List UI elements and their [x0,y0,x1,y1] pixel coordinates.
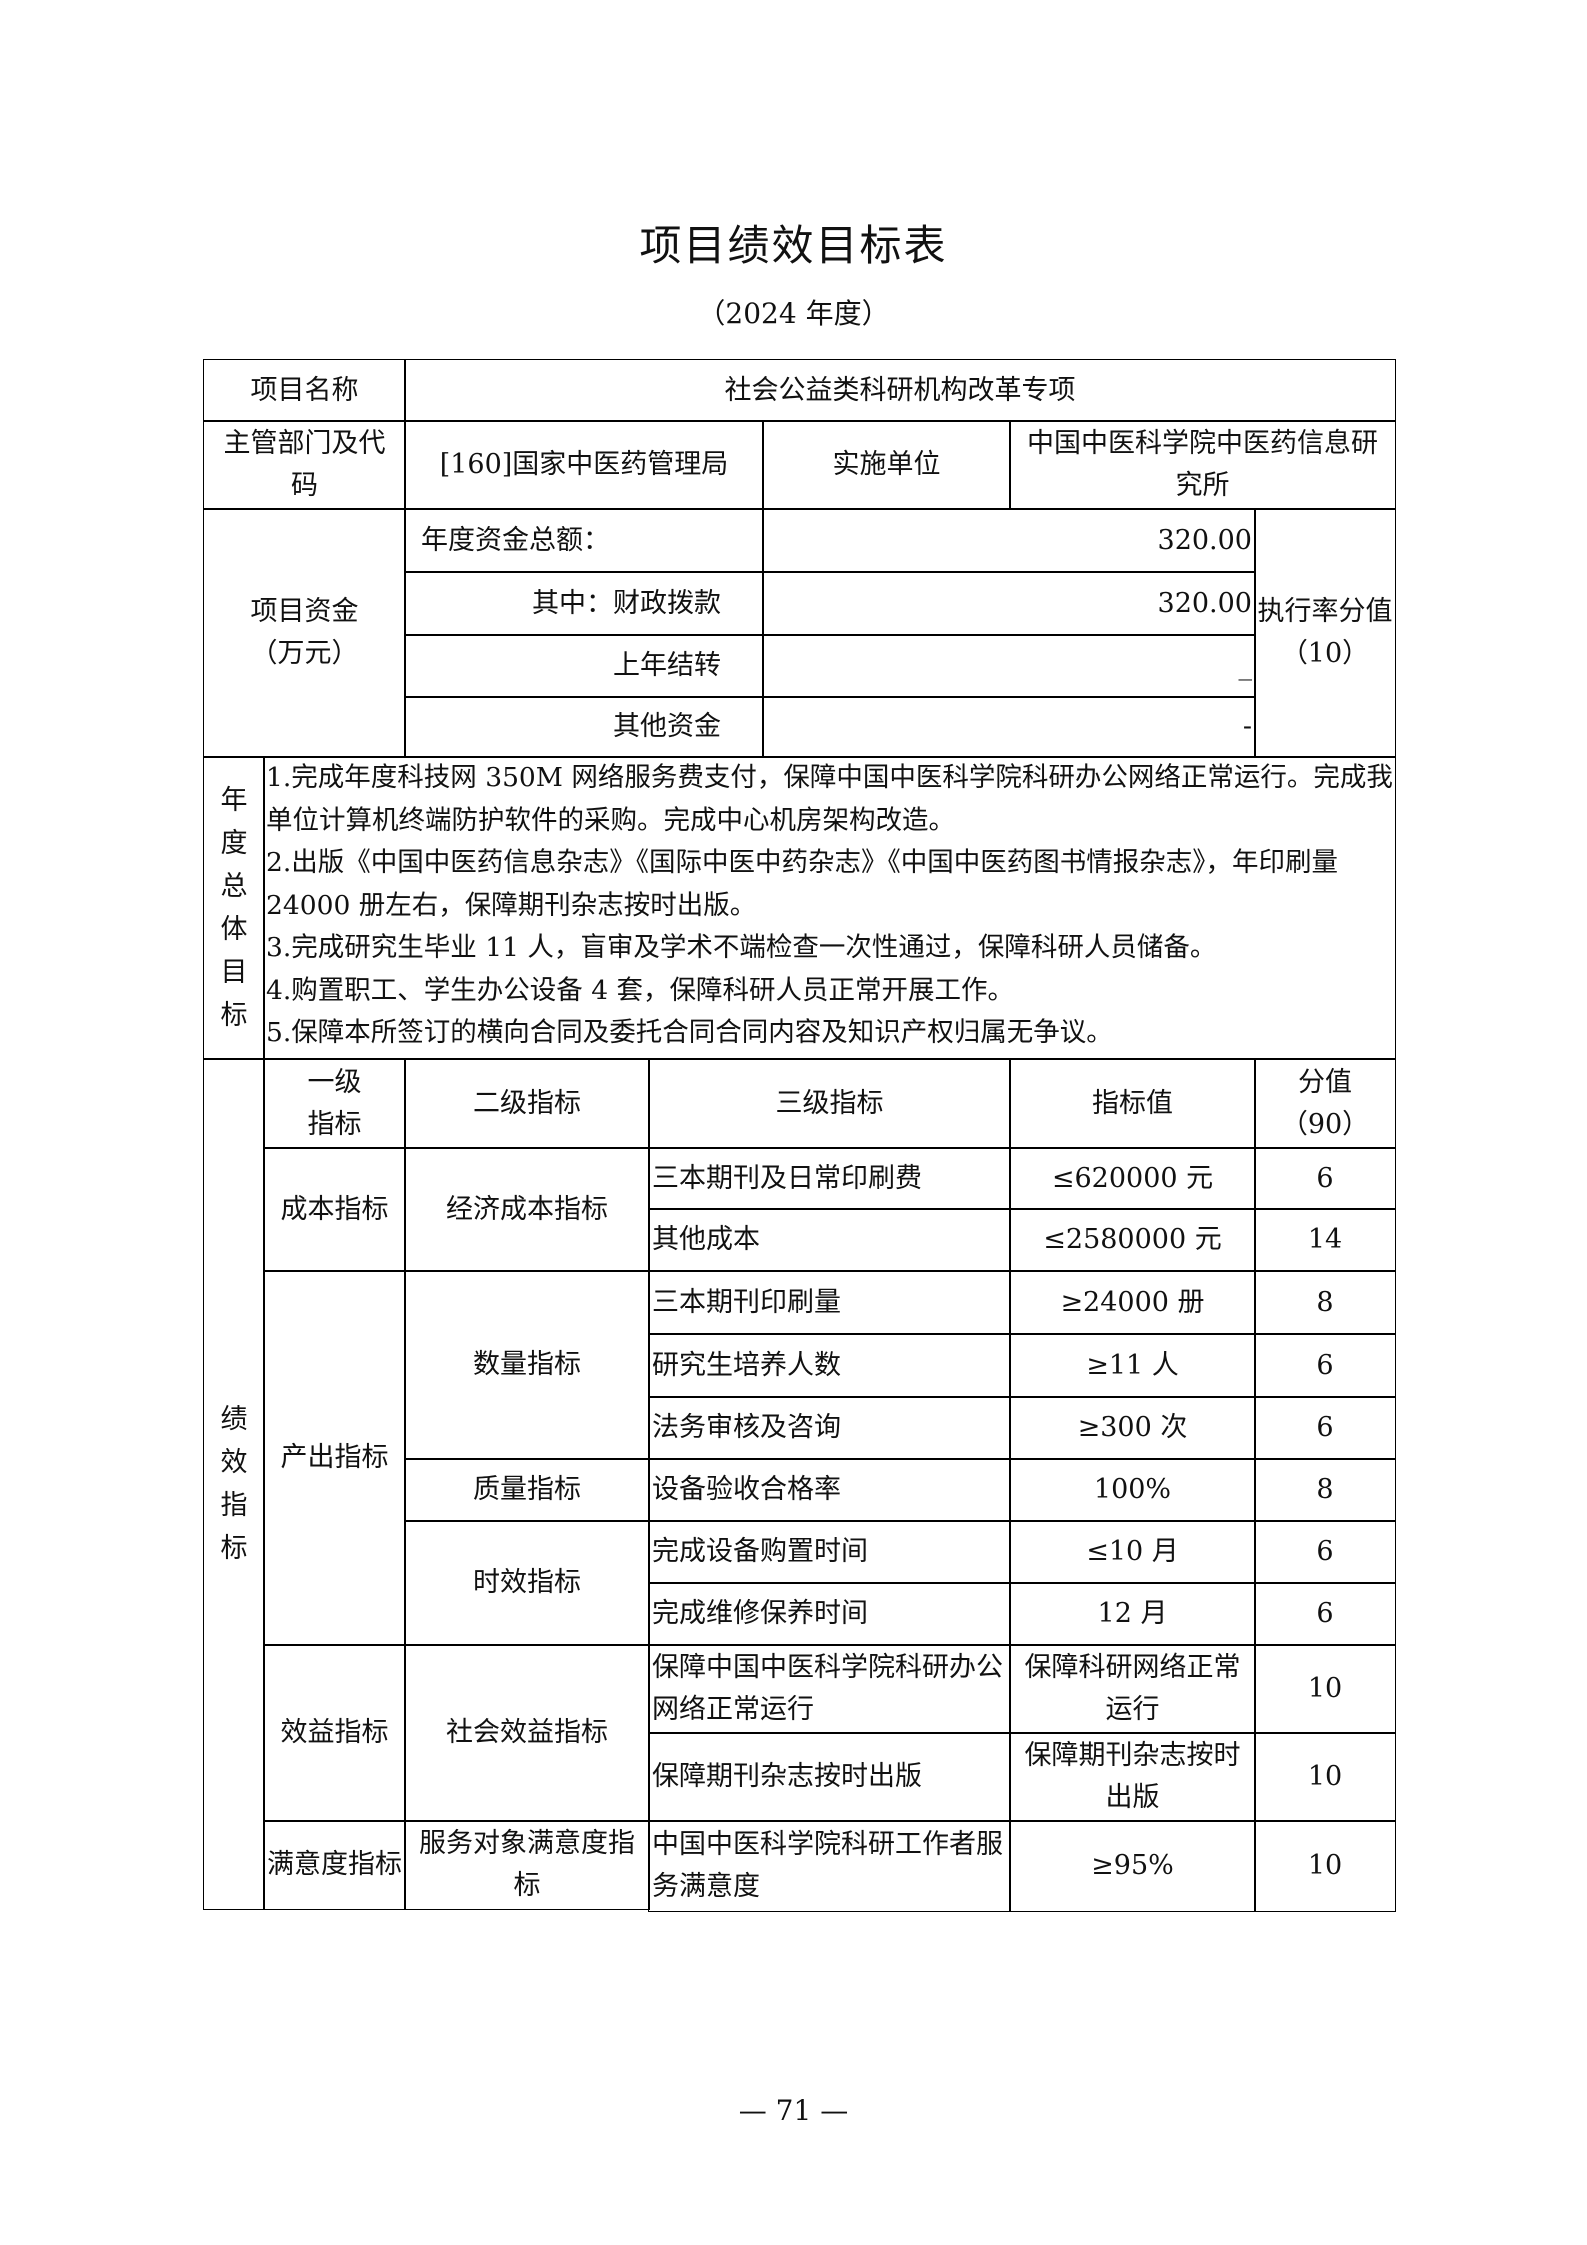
goals-label: 年度总体目标 [203,756,265,1060]
indicator-name: 研究生培养人数 [648,1333,1011,1398]
level2-social-benefit: 社会效益指标 [404,1644,650,1822]
indicator-score: 6 [1254,1333,1396,1398]
level1-cost: 成本指标 [263,1147,406,1272]
funds-row-value: _ [762,634,1256,698]
impl-label: 实施单位 [762,420,1011,510]
header-value: 指标值 [1009,1058,1256,1149]
level2-service-satisfaction: 服务对象满意度指标 [404,1820,650,1910]
indicator-score: 6 [1254,1582,1396,1646]
funds-row-value: - [762,696,1256,758]
indicator-value: ≤10 月 [1009,1520,1256,1584]
indicator-value: ≤620000 元 [1009,1147,1256,1210]
header-score: 分值（90） [1254,1058,1396,1149]
indicator-score: 6 [1254,1147,1396,1210]
indicator-name: 保障中国中医科学院科研办公网络正常运行 [648,1644,1011,1734]
indicator-value: ≥300 次 [1009,1396,1256,1460]
indicator-score: 10 [1254,1732,1396,1822]
goal-item: 3.完成研究生毕业 11 人，盲审及学术不端检查一次性通过，保障科研人员储备。 [266,932,1217,963]
indicator-name: 保障期刊杂志按时出版 [648,1732,1011,1822]
indicator-name: 设备验收合格率 [648,1458,1011,1522]
indicator-score: 6 [1254,1396,1396,1460]
indicator-value: 12 月 [1009,1582,1256,1646]
level1-benefit: 效益指标 [263,1644,406,1822]
indicator-value: ≤2580000 元 [1009,1208,1256,1272]
goal-item: 5.保障本所签订的横向合同及委托合同合同内容及知识产权归属无争议。 [266,1017,1113,1048]
perf-label: 绩效指标 [203,1058,265,1910]
indicator-name: 中国中医科学院科研工作者服务满意度 [648,1820,1011,1912]
indicator-name: 法务审核及咨询 [648,1396,1011,1460]
indicator-score: 8 [1254,1270,1396,1335]
goal-item: 1.完成年度科技网 350M 网络服务费支付，保障中国中医科学院科研办公网络正常… [266,762,1393,836]
funds-row-label: 年度资金总额： [404,508,764,573]
indicator-name: 完成设备购置时间 [648,1520,1011,1584]
indicator-value: ≥11 人 [1009,1333,1256,1398]
dept-label: 主管部门及代码 [203,420,406,510]
funds-row-label: 其他资金 [404,696,764,758]
funds-row-label: 上年结转 [404,634,764,698]
indicator-value: 保障期刊杂志按时出版 [1009,1732,1256,1822]
indicator-score: 14 [1254,1208,1396,1272]
indicator-value: 保障科研网络正常运行 [1009,1644,1256,1734]
dept-value: [160]国家中医药管理局 [404,420,764,510]
page-number: — 71 — [738,2094,849,2127]
funds-row-label: 其中：财政拨款 [404,571,764,636]
indicator-score: 8 [1254,1458,1396,1522]
goal-item: 4.购置职工、学生办公设备 4 套，保障科研人员正常开展工作。 [266,974,1014,1006]
impl-value: 中国中医科学院中医药信息研究所 [1009,420,1396,510]
goals-content: 1.完成年度科技网 350M 网络服务费支付，保障中国中医科学院科研办公网络正常… [263,756,1396,1060]
funds-label: 项目资金（万元） [203,508,406,758]
indicator-name: 完成维修保养时间 [648,1582,1011,1646]
indicator-score: 10 [1254,1820,1396,1912]
indicator-name: 三本期刊及日常印刷费 [648,1147,1011,1210]
indicator-value: ≥24000 册 [1009,1270,1256,1335]
page-subtitle: （2024 年度） [697,297,890,330]
goal-item: 2.出版《中国中医药信息杂志》《国际中医中药杂志》《中国中医药图书情报杂志》，年… [266,847,1339,921]
exec-rate-label: 执行率分值（10） [1254,508,1396,758]
indicator-name: 三本期刊印刷量 [648,1270,1011,1335]
level2-quantity: 数量指标 [404,1270,650,1460]
indicator-value: ≥95% [1009,1820,1256,1912]
level2-timeliness: 时效指标 [404,1520,650,1646]
level1-output: 产出指标 [263,1270,406,1646]
indicator-value: 100% [1009,1458,1256,1522]
indicator-score: 6 [1254,1520,1396,1584]
header-level3: 三级指标 [648,1058,1011,1149]
indicator-score: 10 [1254,1644,1396,1734]
page-title: 项目绩效目标表 [639,221,948,270]
header-level1: 一级指标 [263,1058,406,1149]
project-name: 社会公益类科研机构改革专项 [404,359,1396,422]
header-level2: 二级指标 [404,1058,650,1149]
level2-economic-cost: 经济成本指标 [404,1147,650,1272]
level2-quality: 质量指标 [404,1458,650,1522]
level1-satisfaction: 满意度指标 [263,1820,406,1910]
indicator-name: 其他成本 [648,1208,1011,1272]
project-name-label: 项目名称 [203,359,406,422]
funds-row-value: 320.00 [762,508,1256,573]
funds-row-value: 320.00 [762,571,1256,636]
